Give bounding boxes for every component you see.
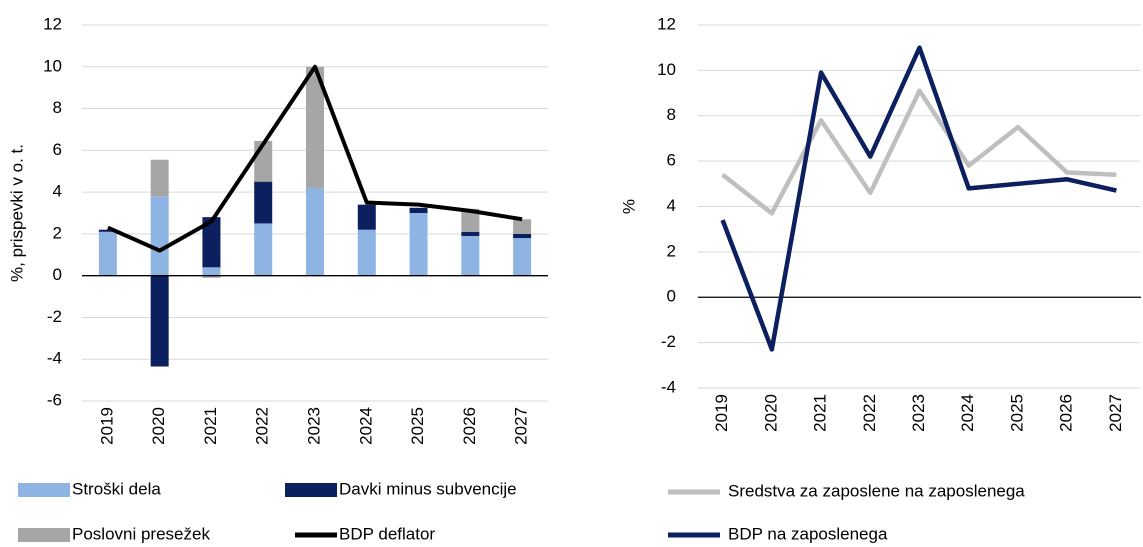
- bar-segment: [461, 235, 480, 276]
- bar-segment: [513, 238, 532, 276]
- y-tick-label: 10: [657, 60, 676, 79]
- line-series: [107, 64, 523, 253]
- bar-segment: [306, 66, 324, 188]
- y-tick-label: 12: [43, 14, 62, 33]
- y-tick-label: 2: [667, 241, 676, 260]
- x-tick-label: 2025: [408, 407, 427, 445]
- y-tick-label: -4: [47, 349, 62, 368]
- y-tick-label: 6: [53, 140, 62, 159]
- y-tick-label: 8: [667, 105, 676, 124]
- legend-label: Sredstva za zaposlene na zaposlenega: [728, 481, 1025, 500]
- x-tick-label: 2024: [356, 407, 375, 445]
- x-tick-label: 2020: [149, 407, 168, 445]
- bar-segment: [150, 159, 169, 197]
- bar-segment: [357, 229, 376, 276]
- x-tick-label: 2019: [97, 407, 116, 445]
- y-tick-label: 12: [657, 14, 676, 33]
- bar-segment: [202, 217, 221, 268]
- x-tick-label: 2020: [761, 394, 780, 432]
- y-tick-label: -4: [661, 377, 676, 396]
- line-series: [721, 88, 1117, 216]
- line-series: [720, 45, 1117, 352]
- x-tick-label: 2021: [201, 407, 220, 445]
- x-tick-label: 2027: [1106, 394, 1125, 432]
- bar-segment: [98, 229, 117, 232]
- legend-label: Davki minus subvencije: [339, 479, 517, 498]
- x-tick-label: 2019: [712, 394, 731, 432]
- bar-segment: [150, 275, 169, 367]
- y-tick-label: 0: [53, 265, 62, 284]
- x-tick-label: 2023: [304, 407, 323, 445]
- x-tick-label: 2023: [909, 394, 928, 432]
- y-tick-label: -6: [47, 390, 62, 409]
- y-axis-label: %, prispevki v o. t.: [7, 144, 26, 282]
- bar-segment: [150, 196, 169, 276]
- y-tick-label: 8: [53, 98, 62, 117]
- legend-label: Poslovni presežek: [72, 524, 210, 543]
- bar-segment: [461, 208, 480, 232]
- bar-segment: [513, 219, 532, 234]
- y-tick-label: 10: [43, 56, 62, 75]
- bar-segment: [202, 267, 221, 276]
- bar-segment: [409, 213, 428, 276]
- legend-swatch: [18, 528, 70, 542]
- y-tick-label: -2: [47, 307, 62, 326]
- x-tick-label: 2022: [860, 394, 879, 432]
- x-tick-label: 2026: [460, 407, 479, 445]
- y-tick-label: 0: [667, 287, 676, 306]
- y-tick-label: -2: [661, 332, 676, 351]
- bar-segment: [202, 275, 221, 278]
- y-tick-label: 6: [667, 151, 676, 170]
- legend-label: BDP na zaposlenega: [728, 524, 888, 543]
- legend-label: BDP deflator: [339, 524, 435, 543]
- x-tick-label: 2022: [253, 407, 272, 445]
- y-tick-label: 2: [53, 223, 62, 242]
- x-tick-label: 2021: [811, 394, 830, 432]
- bar-segment: [306, 187, 324, 276]
- bar-segment: [254, 223, 273, 276]
- legend-swatch: [18, 483, 70, 497]
- y-tick-label: 4: [53, 182, 62, 201]
- x-tick-label: 2024: [958, 394, 977, 432]
- legend-label: Stroški dela: [72, 479, 161, 498]
- bar-segment: [98, 231, 117, 276]
- bar-segment: [461, 231, 480, 236]
- y-axis-label: %: [619, 199, 638, 214]
- bar-segment: [357, 204, 376, 230]
- bar-segment: [513, 233, 532, 239]
- legend-swatch: [285, 483, 337, 497]
- x-tick-label: 2026: [1057, 394, 1076, 432]
- bar-segment: [409, 207, 428, 213]
- x-tick-label: 2027: [512, 407, 531, 445]
- bar-segment: [254, 181, 273, 224]
- x-tick-label: 2025: [1007, 394, 1026, 432]
- y-tick-label: 4: [667, 196, 676, 215]
